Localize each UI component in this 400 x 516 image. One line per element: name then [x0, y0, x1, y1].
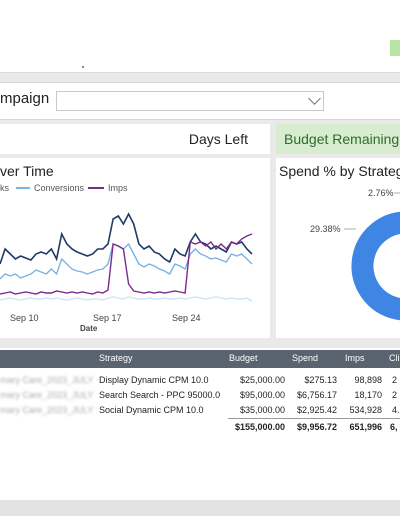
- row3-campaign: mary Care_2023_JULY: [0, 405, 94, 415]
- row3-clicks: 4.: [392, 405, 400, 415]
- total-spend: $9,956.72: [296, 422, 337, 432]
- kpi-card-budget-remaining: Budget Remaining: [276, 124, 400, 154]
- row3-imps: 534,928: [349, 405, 382, 415]
- legend-imps-label: Imps: [108, 183, 128, 193]
- row1-imps: 98,898: [354, 375, 382, 385]
- donut-chart-title: Spend % by Strategy: [279, 163, 400, 179]
- donut-chart-plot: 2.76% 29.38%: [310, 188, 400, 322]
- line-chart-card: ver Time ks Conversions Imps Sep 10 Sep …: [0, 158, 270, 338]
- col-header-budget[interactable]: Budget: [229, 353, 258, 363]
- series-line-imps: [0, 233, 253, 295]
- series-line-ks: [0, 212, 253, 265]
- decorative-dot: [82, 66, 84, 68]
- table-header-row: [0, 350, 400, 368]
- col-header-spend[interactable]: Spend: [292, 353, 319, 363]
- totals-divider: [228, 418, 400, 419]
- status-tab[interactable]: [390, 40, 400, 56]
- x-tick-sep10: Sep 10: [10, 313, 39, 323]
- row2-campaign: mary Care_2023_JULY: [0, 390, 94, 400]
- col-header-imps[interactable]: Imps: [345, 353, 365, 363]
- line-chart-plot: [0, 212, 253, 302]
- total-clicks: 6,: [390, 422, 398, 432]
- donut-label-large: 29.38%: [310, 224, 341, 234]
- row2-budget: $95,000.00: [239, 390, 285, 400]
- series-line-conversions: [0, 242, 253, 280]
- row3-budget: $35,000.00: [239, 405, 285, 415]
- row1-spend: $275.13: [304, 375, 337, 385]
- row2-imps: 18,170: [354, 390, 382, 400]
- donut-label-small: 2.76%: [368, 188, 394, 198]
- total-imps: 651,996: [349, 422, 382, 432]
- row2-strategy: Search Search - PPC 95000.0: [99, 390, 221, 400]
- campaign-dropdown[interactable]: [56, 91, 324, 111]
- x-tick-sep17: Sep 17: [93, 313, 122, 323]
- campaign-filter-label: mpaign: [0, 90, 50, 107]
- bottom-strip: [0, 500, 400, 516]
- row2-spend: $6,756.17: [296, 390, 337, 400]
- strategy-table: [0, 348, 400, 500]
- donut-chart-card: Spend % by Strategy 2.76% 29.38%: [276, 158, 400, 338]
- budget-remaining-label: Budget Remaining: [284, 131, 400, 147]
- line-chart-title: ver Time: [0, 163, 54, 179]
- row2-clicks: 2: [392, 390, 398, 400]
- row1-clicks: 2: [392, 375, 398, 385]
- top-bar: [0, 0, 400, 73]
- donut-slice-2: [350, 210, 400, 322]
- x-tick-sep24: Sep 24: [172, 313, 201, 323]
- col-header-strategy[interactable]: Strategy: [99, 353, 133, 363]
- total-budget: $155,000.00: [234, 422, 285, 432]
- kpi-card-days-left: Days Left: [0, 124, 270, 154]
- line-chart-legend: ks Conversions Imps: [0, 183, 128, 193]
- row1-strategy: Display Dynamic CPM 10.0: [99, 375, 209, 385]
- col-header-clicks[interactable]: Cli: [389, 353, 400, 363]
- row1-campaign: mary Care_2023_JULY: [0, 375, 94, 385]
- series-line-light: [0, 296, 253, 302]
- x-axis-label: Date: [80, 324, 98, 333]
- chevron-down-icon[interactable]: [308, 92, 321, 105]
- legend-clicks-label: ks: [0, 183, 10, 193]
- row3-strategy: Social Dynamic CPM 10.0: [99, 405, 204, 415]
- row3-spend: $2,925.42: [296, 405, 337, 415]
- legend-conversions-label: Conversions: [34, 183, 85, 193]
- days-left-label: Days Left: [188, 131, 248, 147]
- row1-budget: $25,000.00: [239, 375, 285, 385]
